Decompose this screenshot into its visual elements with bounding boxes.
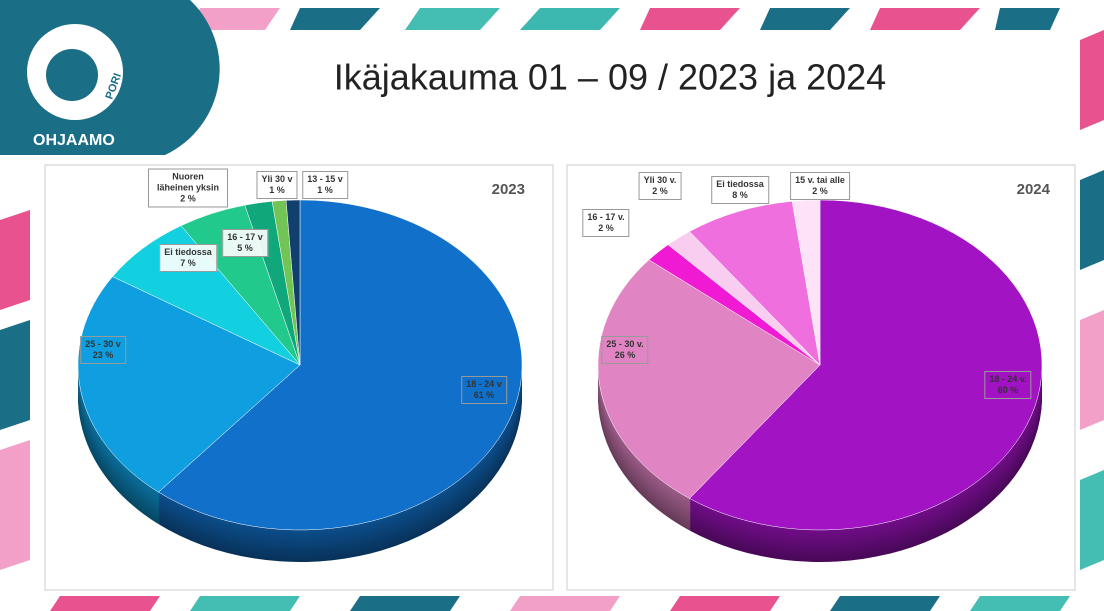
label-value: 2 % (587, 223, 624, 234)
label-value: 61 % (466, 390, 502, 401)
label-category: 16 - 17 v (227, 232, 263, 243)
label-value: 8 % (716, 190, 764, 201)
label-value: 26 % (606, 350, 643, 361)
label-value: 5 % (227, 243, 263, 254)
label-category: Yli 30 v (261, 174, 292, 185)
logo-hole (46, 49, 98, 101)
chart-title: 2023 (492, 181, 525, 198)
label-value: 23 % (85, 350, 121, 361)
label-value: 60 % (989, 385, 1026, 396)
label-category: 25 - 30 v. (606, 339, 643, 350)
data-label: 18 - 24 v.60 % (984, 371, 1031, 399)
slide: PORI OHJAAMO Ikäjakauma 01 – 09 / 2023 j… (0, 0, 1104, 611)
label-category: Ei tiedossa (716, 179, 764, 190)
label-value: 2 % (644, 186, 677, 197)
label-category: Ei tiedossa (164, 247, 212, 258)
label-category: 18 - 24 v. (989, 374, 1026, 385)
slide-title: Ikäjakauma 01 – 09 / 2023 ja 2024 (334, 57, 886, 98)
logo-name: OHJAAMO (33, 132, 115, 149)
data-label: Yli 30 v.2 % (639, 172, 682, 200)
data-label: 16 - 17 v.2 % (582, 209, 629, 237)
label-category: 13 - 15 v (307, 174, 343, 185)
data-label: 25 - 30 v.26 % (601, 336, 648, 364)
label-value: 1 % (261, 185, 292, 196)
label-value: 2 % (795, 186, 845, 197)
label-category: 16 - 17 v. (587, 212, 624, 223)
label-value: 1 % (307, 185, 343, 196)
label-value: 7 % (164, 258, 212, 269)
label-category: 25 - 30 v (85, 339, 121, 350)
chart-title: 2024 (1017, 181, 1051, 198)
label-value: 2 % (153, 194, 223, 205)
label-category: Yli 30 v. (644, 175, 677, 186)
slide-graphics: PORI OHJAAMO Ikäjakauma 01 – 09 / 2023 j… (0, 0, 1104, 611)
label-category: 15 v. tai alle (795, 175, 845, 186)
label-category: Nuoren läheinen yksin (153, 172, 223, 194)
label-category: 18 - 24 v (466, 379, 502, 390)
